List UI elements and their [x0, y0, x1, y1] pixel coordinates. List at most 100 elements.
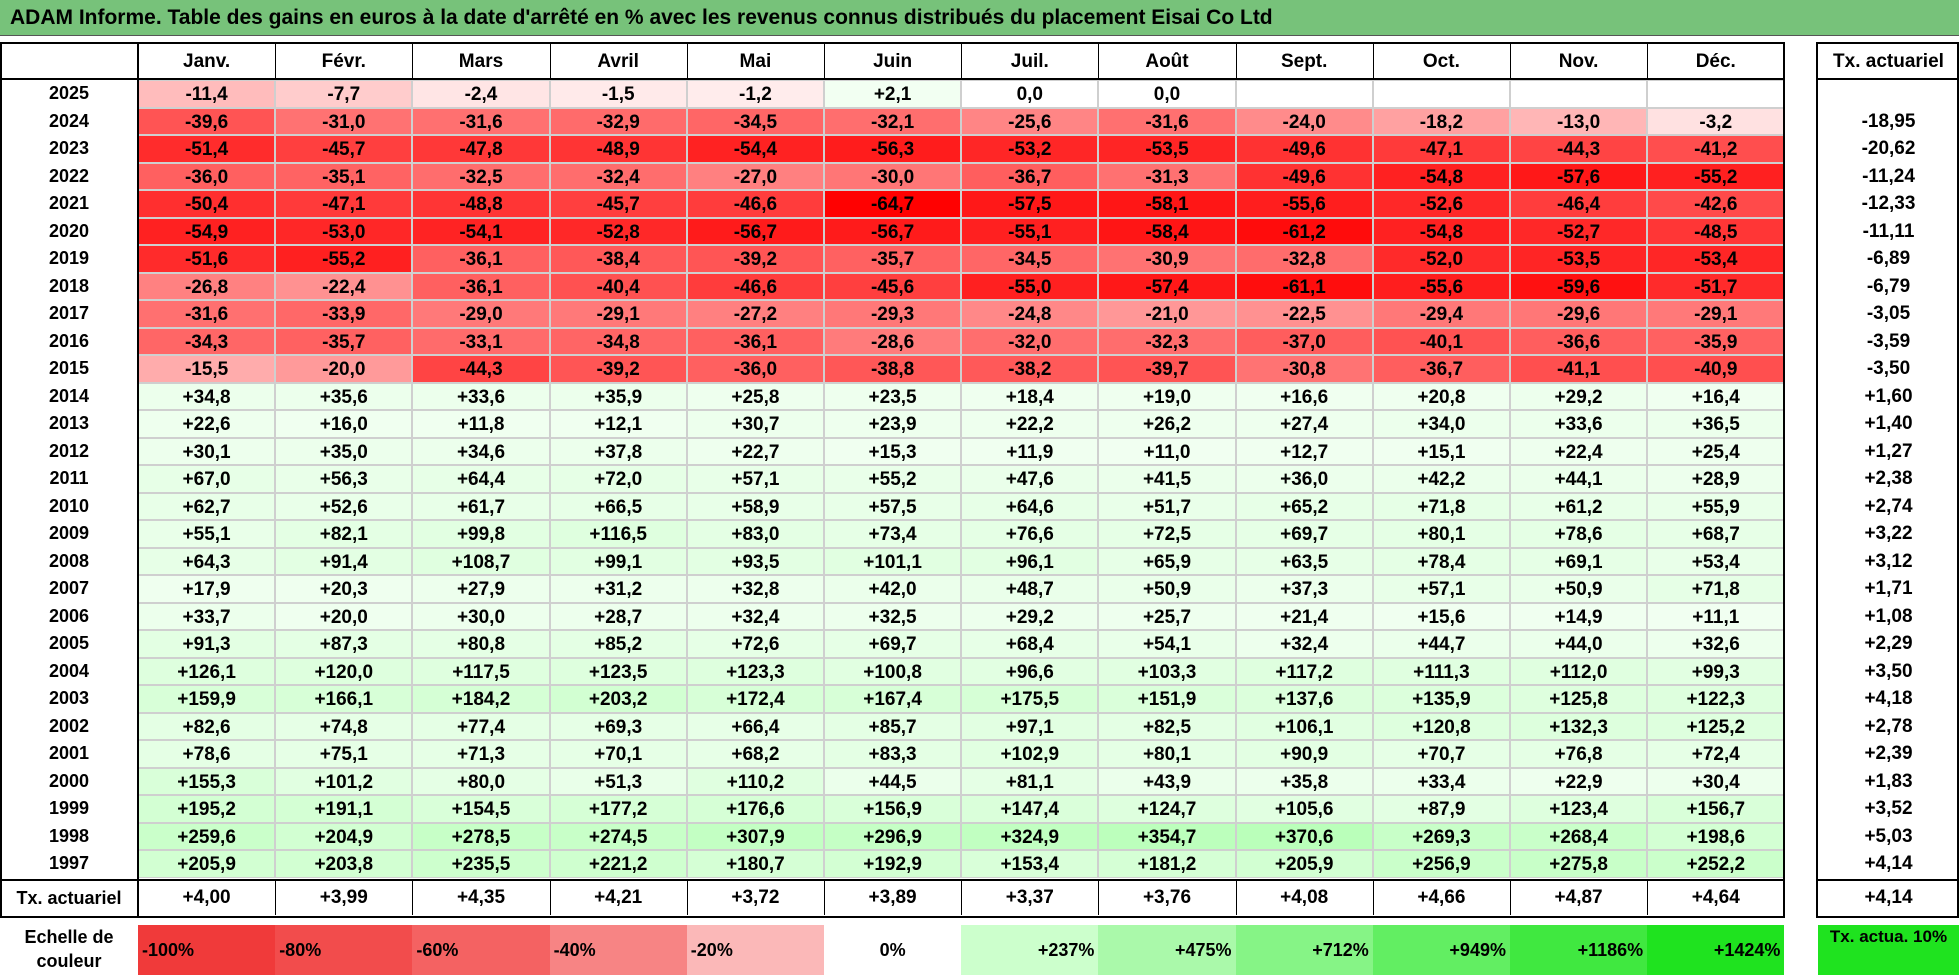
- column-header: Mai: [739, 51, 772, 72]
- heatmap-cell: +83,0: [686, 520, 824, 548]
- heatmap-cell: +42,0: [824, 575, 962, 603]
- heatmap-cell: -30,0: [824, 162, 962, 190]
- heatmap-cell: [1372, 80, 1510, 108]
- heatmap-cell: +68,4: [961, 630, 1099, 658]
- heatmap-cell: -54,1: [412, 217, 550, 245]
- year-label: 2003: [48, 688, 90, 708]
- heatmap-cell: +55,9: [1647, 492, 1785, 520]
- column-header: Août: [1145, 51, 1189, 72]
- heatmap-cell: +20,0: [275, 602, 413, 630]
- heatmap-cell: -41,1: [1510, 355, 1648, 383]
- heatmap-cell: +96,6: [961, 657, 1099, 685]
- color-scale-swatch: 0%: [824, 925, 962, 975]
- column-header: Juin: [873, 51, 913, 72]
- heatmap-cell: +80,1: [1098, 740, 1236, 768]
- rate-value: +3,50: [1864, 660, 1913, 682]
- year-label: 2010: [48, 495, 90, 516]
- color-scale-swatch: -40%: [549, 925, 687, 975]
- heatmap-cell: -36,1: [412, 272, 550, 300]
- rate-value: -6,79: [1866, 275, 1911, 297]
- heatmap-cell: +117,5: [412, 657, 550, 685]
- heatmap-cell: -56,7: [824, 217, 962, 245]
- heatmap-cell: +71,3: [412, 740, 550, 768]
- column-header: Févr.: [321, 51, 366, 72]
- heatmap-cell: +25,4: [1647, 437, 1785, 465]
- heatmap-cell: +15,1: [1372, 437, 1510, 465]
- page-title: ADAM Informe. Table des gains en euros à…: [0, 0, 1959, 36]
- heatmap-cell: [1235, 80, 1373, 108]
- color-scale-swatch: +475%: [1098, 925, 1236, 975]
- color-scale-swatch: +949%: [1372, 925, 1510, 975]
- heatmap-cell: +99,8: [412, 520, 550, 548]
- heatmap-cell: -51,7: [1647, 272, 1785, 300]
- heatmap-cell: -34,8: [549, 327, 687, 355]
- heatmap-cell: +72,0: [549, 465, 687, 493]
- heatmap-cell: -30,9: [1098, 245, 1236, 273]
- heatmap-cell: +66,4: [686, 712, 824, 740]
- heatmap-cell: +41,5: [1098, 465, 1236, 493]
- heatmap-cell: +80,8: [412, 630, 550, 658]
- color-scale-swatch: -20%: [686, 925, 824, 975]
- heatmap-cell: -45,7: [549, 190, 687, 218]
- heatmap-cell: -46,6: [686, 190, 824, 218]
- heatmap-cell: +106,1: [1235, 712, 1373, 740]
- year-label: 2014: [48, 385, 90, 406]
- heatmap-cell: -7,7: [275, 80, 413, 108]
- color-scale-swatch: +1424%: [1647, 925, 1785, 975]
- heatmap-cell: -53,2: [961, 135, 1099, 163]
- heatmap-cell: +50,9: [1510, 575, 1648, 603]
- rate-column-header: Tx. actuariel: [1833, 51, 1944, 72]
- heatmap-cell: -55,2: [1647, 162, 1785, 190]
- heatmap-cell: +80,1: [1372, 520, 1510, 548]
- rate-value: +2,39: [1864, 743, 1913, 764]
- heatmap-cell: +124,7: [1098, 795, 1236, 823]
- heatmap-cell: +112,0: [1510, 657, 1648, 685]
- heatmap-cell: -29,0: [412, 300, 550, 328]
- heatmap-cell: -45,7: [275, 135, 413, 163]
- heatmap-cell: +29,2: [961, 602, 1099, 630]
- heatmap-cell: -29,1: [549, 300, 687, 328]
- heatmap-cell: +73,4: [824, 520, 962, 548]
- heatmap-cell: +99,1: [549, 547, 687, 575]
- heatmap-cell: +75,1: [275, 740, 413, 768]
- rate-value: +2,78: [1864, 715, 1913, 737]
- heatmap-cell: -3,2: [1647, 107, 1785, 135]
- heatmap-cell: +77,4: [412, 712, 550, 740]
- heatmap-cell: +16,4: [1647, 382, 1785, 410]
- heatmap-cell: +203,2: [549, 685, 687, 713]
- heatmap-cell: -54,9: [138, 217, 276, 245]
- heatmap-cell: +22,4: [1510, 437, 1648, 465]
- heatmap-cell: +68,7: [1647, 520, 1785, 548]
- heatmap-cell: -32,1: [824, 107, 962, 135]
- heatmap-cell: -39,2: [686, 245, 824, 273]
- heatmap-cell: +30,4: [1647, 767, 1785, 795]
- heatmap-cell: +34,6: [412, 437, 550, 465]
- heatmap-cell: -35,7: [824, 245, 962, 273]
- year-label: 2001: [48, 743, 90, 763]
- heatmap-cell: +30,0: [412, 602, 550, 630]
- heatmap-cell: +33,6: [1510, 410, 1648, 438]
- heatmap-cell: +28,7: [549, 602, 687, 630]
- year-label: 2016: [48, 330, 90, 351]
- heatmap-cell: +34,8: [138, 382, 276, 410]
- year-label: 2019: [48, 248, 90, 268]
- heatmap-cell: +57,1: [686, 465, 824, 493]
- heatmap-cell: +184,2: [412, 685, 550, 713]
- heatmap-cell: +16,0: [275, 410, 413, 438]
- heatmap-cell: +28,9: [1647, 465, 1785, 493]
- heatmap-cell: -47,1: [1372, 135, 1510, 163]
- heatmap-cell: +35,6: [275, 382, 413, 410]
- rate-value: +3,52: [1864, 798, 1913, 819]
- year-label: 2017: [48, 303, 90, 323]
- year-label: 2005: [48, 633, 90, 653]
- heatmap-cell: +27,4: [1235, 410, 1373, 438]
- footer-value: +4,66: [1417, 887, 1466, 908]
- heatmap-cell: +166,1: [275, 685, 413, 713]
- heatmap-cell: -32,3: [1098, 327, 1236, 355]
- color-scale-swatch: -80%: [275, 925, 413, 975]
- color-scale-swatch: -60%: [412, 925, 550, 975]
- heatmap-cell: +99,3: [1647, 657, 1785, 685]
- heatmap-cell: +176,6: [686, 795, 824, 823]
- year-label: 2025: [48, 83, 90, 103]
- heatmap-cell: -29,1: [1647, 300, 1785, 328]
